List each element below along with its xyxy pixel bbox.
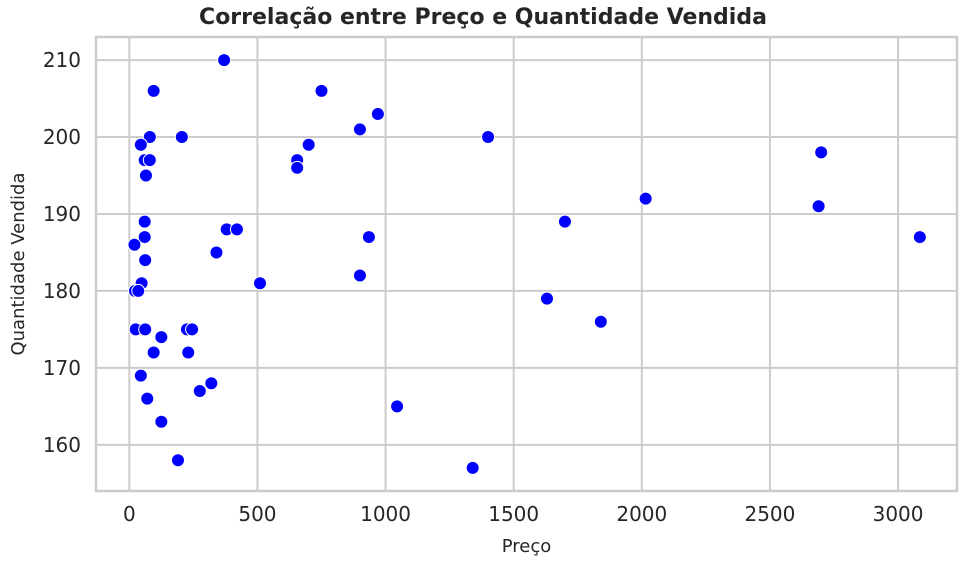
data-point xyxy=(142,153,157,168)
data-point xyxy=(217,53,232,68)
data-point xyxy=(146,83,161,98)
data-point xyxy=(131,283,146,298)
data-points xyxy=(127,53,927,475)
y-tick-label: 210 xyxy=(43,48,81,72)
grid-lines xyxy=(96,37,957,491)
data-point xyxy=(185,322,200,337)
data-point xyxy=(192,383,207,398)
data-point xyxy=(290,160,305,175)
data-point xyxy=(352,122,367,137)
y-tick-label: 200 xyxy=(43,125,81,149)
data-point xyxy=(811,199,826,214)
data-point xyxy=(352,268,367,283)
x-tick-labels: 0 500 1000 1500 2000 2500 3000 xyxy=(123,502,924,526)
y-tick-label: 160 xyxy=(43,433,81,457)
data-point xyxy=(133,137,148,152)
x-tick-label: 1500 xyxy=(488,502,539,526)
data-point xyxy=(638,191,653,206)
data-point xyxy=(127,237,142,252)
data-point xyxy=(154,414,169,429)
data-point xyxy=(557,214,572,229)
data-point xyxy=(133,368,148,383)
data-point xyxy=(314,83,329,98)
data-point xyxy=(154,330,169,345)
data-point xyxy=(229,222,244,237)
data-point xyxy=(204,376,219,391)
data-point xyxy=(370,106,385,121)
y-tick-label: 190 xyxy=(43,202,81,226)
data-point xyxy=(912,230,927,245)
data-point xyxy=(138,253,153,268)
data-point xyxy=(209,245,224,260)
x-tick-label: 2000 xyxy=(616,502,667,526)
y-tick-labels: 160 170 180 190 200 210 xyxy=(43,48,81,457)
y-tick-label: 180 xyxy=(43,279,81,303)
chart-title: Correlação entre Preço e Quantidade Vend… xyxy=(199,5,767,30)
data-point xyxy=(171,453,185,468)
y-tick-label: 170 xyxy=(43,356,81,380)
data-point xyxy=(814,145,829,160)
data-point xyxy=(481,130,496,145)
data-point xyxy=(593,314,608,329)
data-point xyxy=(301,137,316,152)
data-point xyxy=(361,230,376,245)
x-tick-label: 500 xyxy=(238,502,276,526)
x-axis-label: Preço xyxy=(502,536,552,557)
data-point xyxy=(140,391,155,406)
plot-frame xyxy=(94,35,959,493)
data-point xyxy=(137,230,152,245)
data-point xyxy=(142,130,157,145)
data-point xyxy=(174,130,189,145)
data-point xyxy=(138,168,153,183)
data-point xyxy=(465,460,480,475)
data-point xyxy=(146,345,161,360)
y-axis-label: Quantidade Vendida xyxy=(8,172,29,355)
x-tick-label: 0 xyxy=(123,502,136,526)
x-tick-label: 3000 xyxy=(873,502,924,526)
data-point xyxy=(138,322,153,337)
x-tick-label: 2500 xyxy=(744,502,795,526)
x-tick-label: 1000 xyxy=(360,502,411,526)
data-point xyxy=(181,345,196,360)
data-point xyxy=(540,291,554,306)
data-point xyxy=(137,214,152,229)
data-point xyxy=(390,399,405,414)
data-point xyxy=(253,276,267,291)
